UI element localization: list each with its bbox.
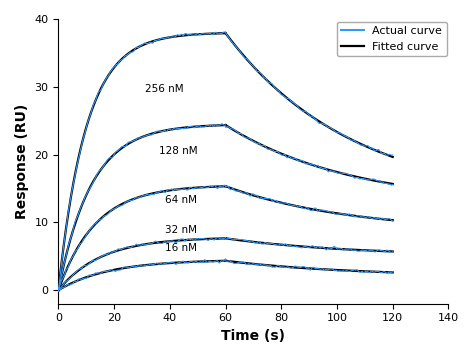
Text: 128 nM: 128 nM	[159, 146, 198, 156]
Legend: Actual curve, Fitted curve: Actual curve, Fitted curve	[337, 22, 447, 56]
Text: 64 nM: 64 nM	[165, 195, 197, 205]
Text: 32 nM: 32 nM	[165, 224, 197, 234]
Text: 256 nM: 256 nM	[145, 83, 183, 93]
Text: 16 nM: 16 nM	[165, 243, 197, 253]
Y-axis label: Response (RU): Response (RU)	[15, 104, 29, 219]
X-axis label: Time (s): Time (s)	[221, 329, 285, 343]
